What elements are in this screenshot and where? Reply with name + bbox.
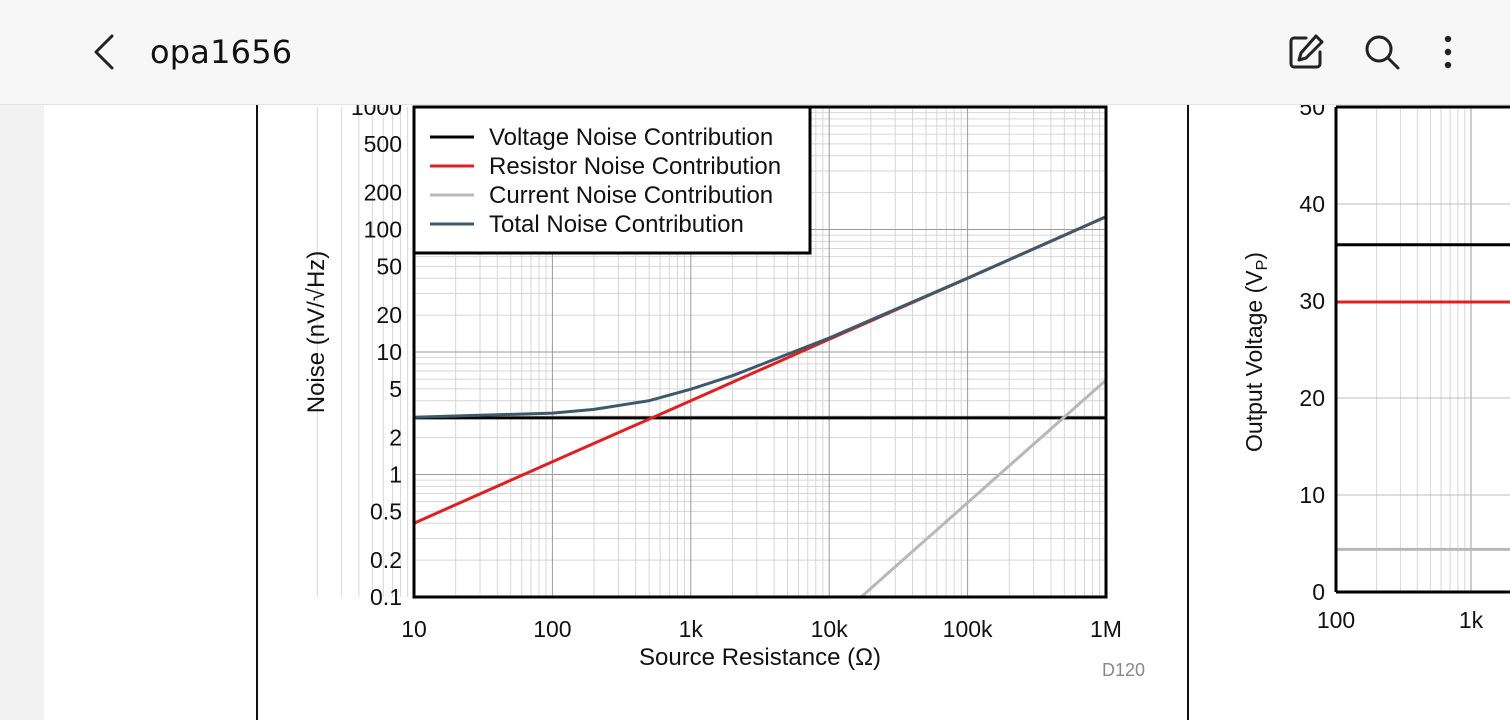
legend-label-2: Current Noise Contribution bbox=[489, 182, 773, 209]
back-chevron-icon[interactable] bbox=[84, 30, 128, 74]
more-vertical-icon[interactable] bbox=[1426, 30, 1470, 74]
x-tick-label: 100 bbox=[533, 616, 571, 642]
y-tick-label: 200 bbox=[364, 180, 402, 206]
series-line-2 bbox=[860, 378, 1107, 599]
y-tick-label: 2 bbox=[389, 425, 402, 451]
legend-label-3: Total Noise Contribution bbox=[489, 211, 744, 238]
x-tick-label: 10k bbox=[811, 616, 849, 642]
y-axis-label: Noise (nV/√Hz) bbox=[303, 251, 330, 414]
y2-tick-label: 0 bbox=[1312, 579, 1325, 605]
y-tick-label: 500 bbox=[364, 131, 402, 157]
y2-tick-label: 20 bbox=[1299, 385, 1325, 411]
y-tick-label: 50 bbox=[376, 253, 402, 279]
figure-code: D120 bbox=[1102, 660, 1145, 680]
y-tick-label: 1 bbox=[389, 462, 402, 488]
legend-label-1: Resistor Noise Contribution bbox=[489, 153, 781, 180]
document-page[interactable]: Voltage Noise Contribution Resistor Noise… bbox=[44, 105, 1510, 720]
y-tick-label: 1000 bbox=[351, 105, 402, 120]
y2-tick-label: 50 bbox=[1299, 105, 1325, 120]
x-tick-label: 1M bbox=[1090, 616, 1122, 642]
y2-axis-label: Output Voltage (VP) bbox=[1241, 252, 1271, 452]
x-tick-label: 1k bbox=[679, 616, 704, 642]
y-tick-label: 100 bbox=[364, 217, 402, 243]
y-tick-label: 0.2 bbox=[370, 547, 402, 573]
y2-tick-label: 30 bbox=[1299, 288, 1325, 314]
x-axis-label: Source Resistance (Ω) bbox=[639, 644, 881, 671]
y-tick-label: 10 bbox=[376, 339, 402, 365]
legend-box bbox=[412, 105, 812, 255]
edit-icon[interactable] bbox=[1284, 30, 1328, 74]
y-tick-label: 0.1 bbox=[370, 584, 402, 610]
x2-tick-label: 100 bbox=[1317, 607, 1355, 633]
legend-label-0: Voltage Noise Contribution bbox=[489, 124, 773, 151]
page-border-right bbox=[1187, 105, 1189, 720]
page-border-left bbox=[256, 105, 258, 720]
x-tick-label: 100k bbox=[943, 616, 993, 642]
y-tick-label: 20 bbox=[376, 302, 402, 328]
series-line-3 bbox=[413, 215, 1107, 419]
x2-tick-label: 1k bbox=[1459, 607, 1484, 633]
y2-tick-label: 40 bbox=[1299, 191, 1325, 217]
y-tick-label: 5 bbox=[389, 376, 402, 402]
search-icon[interactable] bbox=[1360, 30, 1404, 74]
app-bar: opa1656 bbox=[0, 0, 1510, 105]
document-title: opa1656 bbox=[150, 33, 293, 71]
y-tick-label: 0.5 bbox=[370, 498, 402, 524]
x-tick-label: 10 bbox=[401, 616, 427, 642]
y2-tick-label: 10 bbox=[1299, 482, 1325, 508]
